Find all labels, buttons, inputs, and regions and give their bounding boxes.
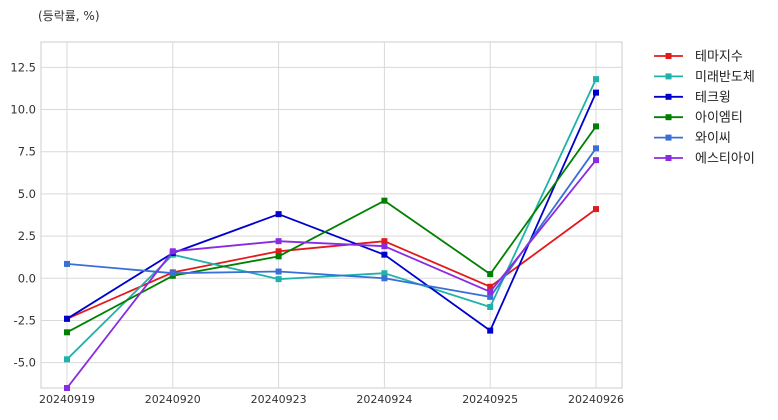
series-6 [64,157,599,391]
legend-marker [665,155,672,161]
data-point [381,270,388,277]
data-point [64,315,70,322]
data-point [169,248,176,255]
series-5 [64,145,599,300]
data-point [593,145,599,152]
data-point [64,329,70,336]
legend-label: 와이씨 [695,131,731,146]
data-point [275,276,282,283]
legend-marker [665,53,672,59]
unit-note: (등락률, %) [38,9,100,23]
x-tick-label: 20240926 [568,393,624,406]
legend-marker [665,93,672,100]
data-point [381,238,388,245]
data-point [169,270,176,277]
data-point [487,271,494,278]
series-line [66,147,597,298]
x-tick-label: 20240920 [145,393,201,406]
legend-marker [665,73,672,80]
legend-item: 미래반도체 [654,70,755,85]
data-point [381,275,388,282]
legend-marker [665,134,672,141]
series-group [64,76,599,391]
series-line [66,125,597,334]
data-point [275,238,282,245]
data-point [64,385,70,391]
y-tick-label: 7.5 [18,145,36,159]
legend-label: 아이엠티 [695,111,743,126]
y-tick-label: 10.0 [10,103,36,117]
data-point [381,243,388,250]
data-point [275,248,282,255]
legend-item: 테크윙 [654,89,731,105]
data-point [64,356,70,363]
legend-item: 에스티아이 [654,152,755,167]
legend-marker [665,114,672,121]
x-tick-label: 20240923 [251,393,307,406]
y-tick-label: -2.5 [14,313,36,327]
legend-label: 테마지수 [695,50,743,65]
y-tick-label: -5.0 [14,356,36,370]
legend-label: 에스티아이 [695,152,755,167]
data-point [593,157,599,164]
data-point [381,251,388,258]
legend-label: 미래반도체 [695,70,755,85]
data-point [275,253,282,260]
data-point [593,76,599,83]
y-tick-label: 5.0 [18,187,36,201]
data-point [593,89,599,96]
x-tick-label: 20240925 [462,393,518,406]
series-line [66,159,597,389]
y-tick-label: 0.0 [18,271,36,285]
data-point [487,303,494,310]
x-axis: 20240919 20240920 20240923 20240924 20240925… [39,393,624,406]
data-point [593,206,599,213]
series-line [66,92,597,332]
data-point [64,260,70,267]
data-point [487,327,494,334]
data-point [381,197,388,204]
series-line [66,208,597,320]
legend-item: 와이씨 [654,131,731,146]
x-tick-label: 20240924 [356,393,412,406]
y-axis: -5.0 -2.5 0.0 2.5 5.0 7.5 10.0 12.5 [10,60,36,369]
data-point [275,268,282,275]
data-point [593,123,599,130]
data-point [487,293,494,300]
y-tick-label: 2.5 [18,229,36,243]
y-tick-label: 12.5 [10,60,36,74]
data-point [275,211,282,218]
x-tick-label: 20240919 [39,393,95,406]
data-point [487,283,494,290]
plot-area [40,41,623,389]
legend-item: 테마지수 [654,50,743,65]
legend-item: 아이엠티 [654,111,743,126]
legend-label: 테크윙 [695,89,731,105]
data-point [487,288,494,295]
